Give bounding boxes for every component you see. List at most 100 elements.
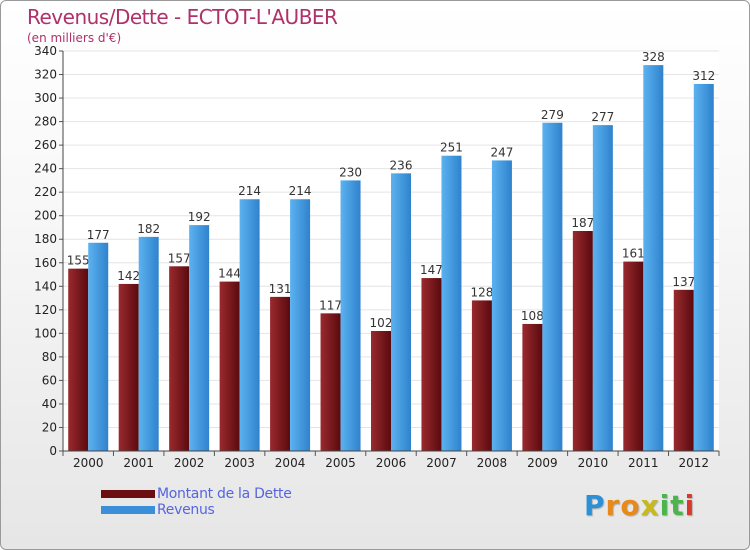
bar-revenus: [542, 122, 563, 451]
y-tick-label: 260: [34, 138, 57, 152]
value-label-revenus: 182: [137, 222, 160, 236]
bar-dette: [169, 266, 190, 451]
bar-dette: [118, 283, 139, 451]
x-tick-label: 2007: [426, 456, 457, 470]
chart-title: Revenus/Dette - ECTOT-L'AUBER: [27, 5, 338, 29]
value-label-revenus: 251: [440, 141, 463, 155]
x-tick-label: 2009: [527, 456, 558, 470]
value-label-dette: 144: [218, 267, 241, 281]
bar-dette: [270, 296, 291, 451]
x-tick-label: 2004: [275, 456, 306, 470]
bar-revenus: [693, 83, 714, 452]
axes-layer: 0 20 40 60 80 100 120 140 160 180 200 220 240 260 280 3…: [34, 44, 720, 470]
y-tick-label: 240: [34, 162, 57, 176]
logo-letter: i: [659, 489, 671, 522]
y-tick-label: 20: [42, 420, 57, 434]
bar-dette: [623, 261, 644, 451]
y-tick-label: 140: [34, 279, 57, 293]
y-tick-label: 180: [34, 232, 57, 246]
value-label-dette: 142: [117, 269, 140, 283]
value-label-dette: 157: [168, 251, 191, 265]
chart-subtitle: (en milliers d'€): [27, 31, 122, 45]
y-tick-label: 160: [34, 256, 57, 270]
value-label-revenus: 214: [238, 184, 261, 198]
bar-revenus: [441, 155, 462, 452]
value-label-dette: 128: [470, 285, 493, 299]
bar-dette: [219, 281, 240, 451]
bar-dette: [471, 300, 492, 451]
bar-revenus: [290, 199, 311, 451]
value-label-revenus: 277: [591, 110, 614, 124]
bars-layer: 155 177 142 182 157 192 144 214 131 214 117 230 102 2…: [67, 50, 715, 452]
bar-dette: [371, 331, 391, 451]
x-tick-label: 2011: [628, 456, 659, 470]
bar-dette: [572, 231, 593, 451]
legend-label-dette: Montant de la Dette: [157, 486, 292, 502]
x-tick-label: 2005: [325, 456, 356, 470]
bar-revenus: [592, 125, 613, 451]
bar-revenus: [189, 225, 210, 451]
bar-revenus: [491, 160, 512, 452]
x-tick-label: 2010: [578, 456, 609, 470]
value-label-revenus: 247: [490, 145, 513, 159]
x-tick-label: 2000: [73, 456, 104, 470]
legend-label-revenus: Revenus: [157, 502, 215, 518]
logo-letter: r: [605, 489, 621, 522]
bar-revenus: [88, 242, 109, 451]
bar-revenus: [391, 173, 411, 451]
y-tick-label: 200: [34, 209, 57, 223]
value-label-dette: 137: [672, 275, 695, 289]
x-tick-label: 2008: [477, 456, 508, 470]
value-label-dette: 155: [67, 254, 90, 268]
logo-letter: P: [584, 489, 606, 522]
value-label-dette: 117: [319, 298, 342, 312]
value-label-revenus: 177: [87, 228, 110, 242]
y-tick-label: 60: [42, 373, 57, 387]
value-label-dette: 187: [571, 216, 594, 230]
value-label-dette: 108: [521, 309, 544, 323]
value-label-dette: 161: [622, 247, 645, 261]
y-tick-label: 340: [34, 44, 57, 58]
y-tick-label: 80: [42, 350, 57, 364]
bar-dette: [421, 278, 442, 451]
bar-dette: [68, 268, 89, 451]
logo-letter: x: [640, 489, 660, 522]
bar-dette: [673, 289, 694, 451]
legend-swatch-revenus: [101, 506, 155, 514]
y-tick-label: 100: [34, 326, 57, 340]
value-label-revenus: 236: [390, 158, 413, 172]
y-tick-label: 280: [34, 115, 57, 129]
y-tick-label: 0: [49, 444, 57, 458]
x-tick-label: 2003: [224, 456, 255, 470]
bar-revenus: [643, 65, 664, 451]
value-label-revenus: 328: [642, 50, 665, 64]
y-tick-label: 40: [42, 397, 57, 411]
value-label-revenus: 214: [289, 184, 312, 198]
logo-letter: t: [670, 489, 685, 522]
value-label-revenus: 312: [692, 69, 715, 83]
legend-swatch-dette: [101, 490, 155, 498]
y-tick-label: 320: [34, 68, 57, 82]
logo-letter: i: [684, 489, 696, 522]
value-label-revenus: 230: [339, 165, 362, 179]
x-tick-label: 2012: [678, 456, 709, 470]
y-tick-label: 120: [34, 303, 57, 317]
y-tick-label: 300: [34, 91, 57, 105]
bar-dette: [522, 323, 543, 451]
bar-dette: [320, 313, 341, 451]
proxiti-logo: Proxiti: [584, 489, 695, 522]
value-label-dette: 147: [420, 263, 443, 277]
logo-letter: o: [620, 489, 641, 522]
x-tick-label: 2002: [174, 456, 205, 470]
value-label-dette: 102: [370, 316, 393, 330]
value-label-dette: 131: [269, 282, 292, 296]
value-label-revenus: 192: [188, 210, 211, 224]
bar-revenus: [239, 199, 260, 451]
bar-revenus: [138, 236, 159, 451]
value-label-revenus: 279: [541, 108, 564, 122]
x-tick-label: 2001: [123, 456, 154, 470]
bar-revenus: [340, 180, 361, 452]
y-tick-label: 220: [34, 185, 57, 199]
